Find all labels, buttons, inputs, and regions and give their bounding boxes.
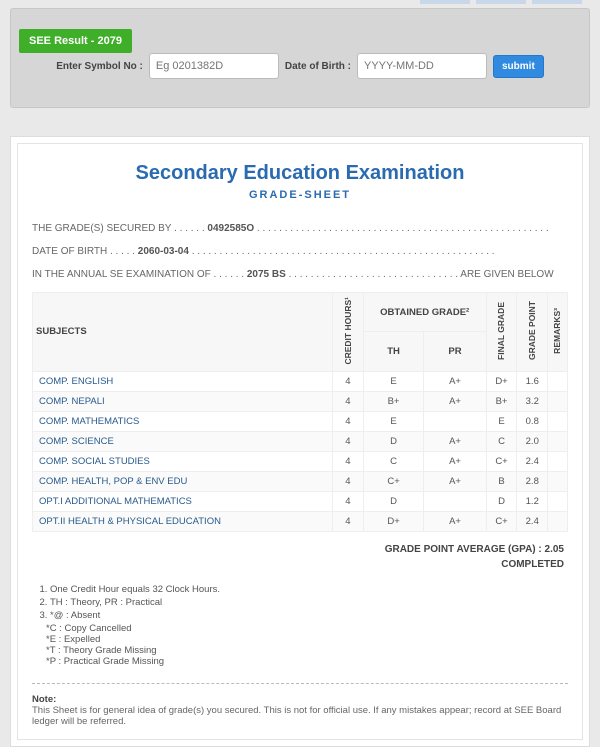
status-line: COMPLETED [32, 559, 564, 570]
table-row: OPT.I ADDITIONAL MATHEMATICS4DD1.2 [33, 491, 568, 511]
table-row: COMP. SOCIAL STUDIES4CA+C+2.4 [33, 451, 568, 471]
gpa-line: GRADE POINT AVERAGE (GPA) : 2.05 [32, 544, 564, 555]
result-sheet: Secondary Education Examination GRADE-SH… [10, 136, 590, 747]
dob-label: Date of Birth : [285, 61, 351, 72]
table-row: COMP. HEALTH, POP & ENV EDU4C+A+B2.8 [33, 471, 568, 491]
table-row: COMP. NEPALI4B+A+B+3.2 [33, 391, 568, 411]
table-row: COMP. MATHEMATICS4EE0.8 [33, 411, 568, 431]
top-tab-strip [0, 0, 600, 4]
sheet-subtitle: GRADE-SHEET [32, 189, 568, 201]
th-gp: GRADE POINT [517, 293, 548, 372]
symbol-input[interactable] [149, 53, 279, 79]
sheet-title: Secondary Education Examination [32, 162, 568, 185]
table-row: OPT.II HEALTH & PHYSICAL EDUCATION4D+A+C… [33, 511, 568, 531]
dob-line: DATE OF BIRTH . . . . . 2060-03-04 . . .… [32, 246, 568, 257]
notes-block: One Credit Hour equals 32 Clock Hours. T… [32, 584, 568, 667]
th-th: TH [363, 332, 424, 371]
secured-by-line: THE GRADE(S) SECURED BY . . . . . . 0492… [32, 223, 568, 234]
th-remarks: REMARKS³ [548, 293, 568, 372]
lookup-row: Enter Symbol No : Date of Birth : submit [25, 53, 575, 79]
th-obtained: OBTAINED GRADE² [363, 293, 486, 332]
grades-table: SUBJECTS CREDIT HOURS¹ OBTAINED GRADE² F… [32, 292, 568, 532]
th-pr: PR [424, 332, 486, 371]
th-credit: CREDIT HOURS¹ [333, 293, 364, 372]
th-subjects: SUBJECTS [33, 293, 333, 372]
separator [32, 683, 568, 684]
th-final: FINAL GRADE [486, 293, 517, 372]
table-row: COMP. SCIENCE4DA+C2.0 [33, 431, 568, 451]
dob-input[interactable] [357, 53, 487, 79]
submit-button[interactable]: submit [493, 55, 544, 78]
lookup-panel: SEE Result - 2079 Enter Symbol No : Date… [10, 8, 590, 108]
symbol-label: Enter Symbol No : [56, 61, 143, 72]
result-badge: SEE Result - 2079 [19, 29, 132, 53]
exam-year-line: IN THE ANNUAL SE EXAMINATION OF . . . . … [32, 269, 568, 280]
table-row: COMP. ENGLISH4EA+D+1.6 [33, 371, 568, 391]
footnote: Note: This Sheet is for general idea of … [32, 694, 568, 727]
